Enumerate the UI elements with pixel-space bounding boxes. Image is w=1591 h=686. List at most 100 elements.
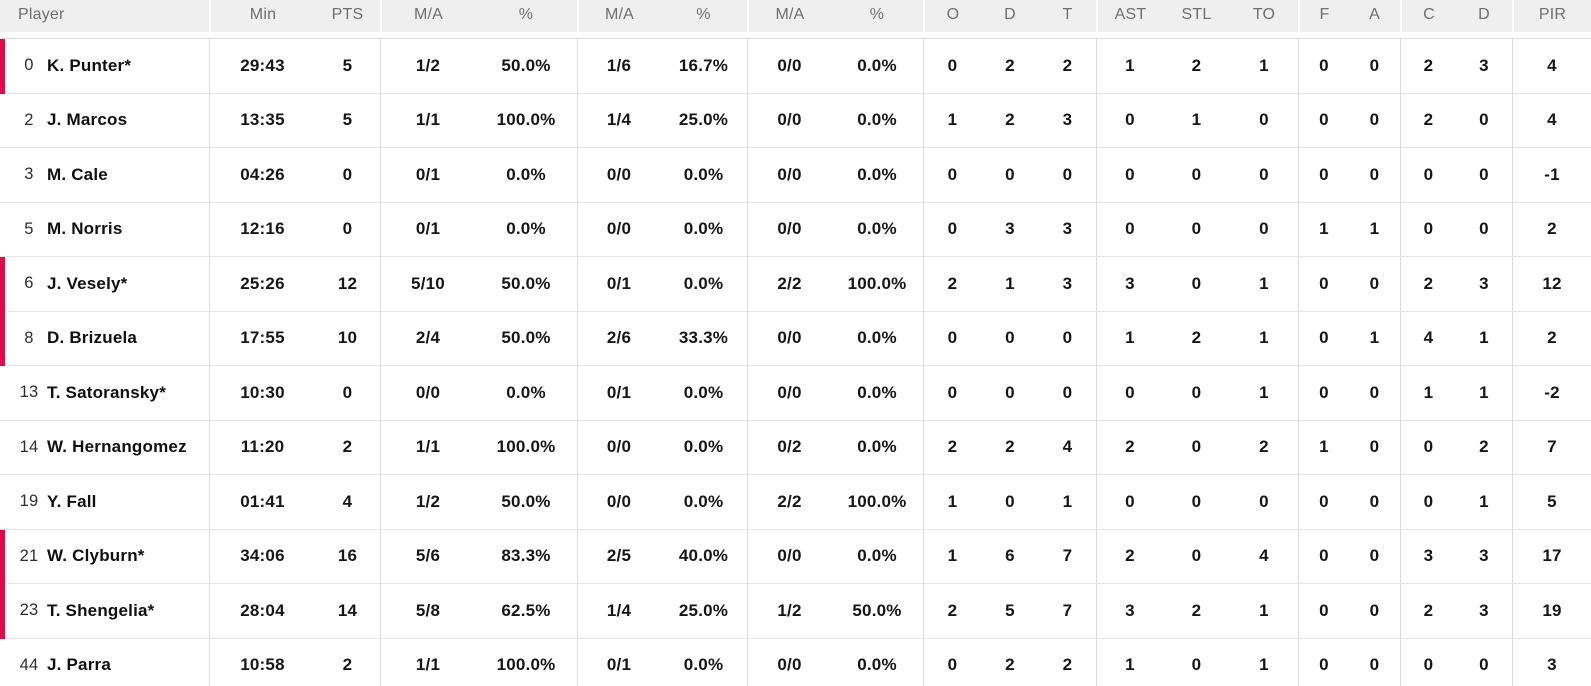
stat-2pt-pct: 100.0% xyxy=(496,655,556,675)
stat-pir: 17 xyxy=(1512,529,1591,583)
player-name[interactable]: D. Brizuela xyxy=(47,328,138,348)
stat-ast: 2 xyxy=(1096,420,1163,474)
stat-min: 25:26 xyxy=(209,257,315,311)
player-name[interactable]: M. Cale xyxy=(47,164,108,184)
header-2pt-pct: % xyxy=(475,0,577,38)
stat-blk-favor: 0 xyxy=(1298,39,1349,93)
stat-reb-d: 0 xyxy=(1005,328,1015,348)
jersey-number: 44 xyxy=(19,655,39,674)
stat-blk-against: 0 xyxy=(1369,655,1380,675)
player-name[interactable]: M. Norris xyxy=(47,219,123,239)
stat-ft-pct: 0.0% xyxy=(857,437,897,457)
player-cell[interactable]: 2 J. Marcos xyxy=(0,94,209,148)
header-reb-t: T xyxy=(1039,0,1096,38)
stat-2pt-pct: 50.0% xyxy=(501,55,551,75)
stat-stl: 2 xyxy=(1191,55,1202,75)
stat-reb-t: 2 xyxy=(1062,55,1073,75)
player-name[interactable]: J. Vesely* xyxy=(47,273,128,293)
player-name[interactable]: T. Satoransky* xyxy=(47,382,167,402)
stat-pir: 5 xyxy=(1512,475,1591,529)
player-name[interactable]: J. Parra xyxy=(47,655,111,675)
jersey-number: 23 xyxy=(19,601,39,620)
stat-ft-ma: 0/0 xyxy=(747,202,831,256)
stat-3pt-ma: 0/0 xyxy=(577,420,660,474)
stat-2pt-ma: 0/1 xyxy=(380,148,475,202)
player-cell[interactable]: 14 W. Hernangomez xyxy=(0,421,209,475)
player-name[interactable]: J. Marcos xyxy=(47,110,128,130)
table-row[interactable]: 44 J. Parra 10:58 2 1/1 100.0% 0/1 0.0% … xyxy=(0,638,1591,686)
stat-min: 10:58 xyxy=(209,638,315,686)
stat-to: 0 xyxy=(1259,219,1269,239)
table-row[interactable]: 13 T. Satoransky* 10:30 0 0/0 0.0% 0/1 0… xyxy=(0,366,1591,421)
player-cell[interactable]: 6 J. Vesely* xyxy=(0,257,209,312)
stat-blk-against: 0 xyxy=(1369,55,1380,75)
player-cell[interactable]: 23 T. Shengelia* xyxy=(0,584,209,639)
stat-3pt-pct: 0.0% xyxy=(683,219,724,239)
stat-3pt-ma: 1/4 xyxy=(577,93,660,147)
table-row[interactable]: 21 W. Clyburn* 34:06 16 5/6 83.3% 2/5 40… xyxy=(0,529,1591,584)
stat-reb-d: 2 xyxy=(1005,55,1015,75)
stat-ast: 1 xyxy=(1096,638,1163,686)
stat-to: 1 xyxy=(1259,328,1269,348)
stat-foul-drawn: 0 xyxy=(1479,164,1489,184)
stat-ft-ma: 1/2 xyxy=(747,584,831,638)
player-name[interactable]: W. Hernangomez xyxy=(47,437,187,457)
player-cell[interactable]: 5 M. Norris xyxy=(0,203,209,257)
stat-foul-drawn: 0 xyxy=(1479,219,1489,239)
player-name[interactable]: W. Clyburn* xyxy=(47,546,145,566)
stat-foul-drawn: 3 xyxy=(1479,273,1489,293)
table-row[interactable]: 5 M. Norris 12:16 0 0/1 0.0% 0/0 0.0% 0/… xyxy=(0,202,1591,257)
stat-reb-t: 4 xyxy=(1062,437,1073,457)
header-pts: PTS xyxy=(315,0,380,38)
table-row[interactable]: 23 T. Shengelia* 28:04 14 5/8 62.5% 1/4 … xyxy=(0,584,1591,639)
jersey-number: 13 xyxy=(19,383,39,402)
stat-reb-d: 0 xyxy=(1005,164,1015,184)
player-cell[interactable]: 13 T. Satoransky* xyxy=(0,366,209,420)
stat-blk-against: 0 xyxy=(1369,437,1380,457)
stat-blk-favor: 1 xyxy=(1298,420,1349,474)
stat-3pt-ma: 0/0 xyxy=(577,202,660,256)
stat-3pt-ma: 0/1 xyxy=(577,257,660,311)
player-cell[interactable]: 0 K. Punter* xyxy=(0,39,209,94)
stat-foul-committed: 0 xyxy=(1400,475,1456,529)
stat-2pt-pct: 50.0% xyxy=(501,273,551,293)
stat-min: 12:16 xyxy=(209,202,315,256)
table-row[interactable]: 3 M. Cale 04:26 0 0/1 0.0% 0/0 0.0% 0/0 … xyxy=(0,148,1591,203)
stat-reb-d: 0 xyxy=(1005,491,1015,511)
table-row[interactable]: 19 Y. Fall 01:41 4 1/2 50.0% 0/0 0.0% 2/… xyxy=(0,475,1591,530)
stat-reb-o: 0 xyxy=(923,311,981,365)
player-cell[interactable]: 3 M. Cale xyxy=(0,148,209,202)
table-row[interactable]: 8 D. Brizuela 17:55 10 2/4 50.0% 2/6 33.… xyxy=(0,311,1591,366)
player-name[interactable]: K. Punter* xyxy=(47,55,132,75)
stat-reb-o: 0 xyxy=(923,148,981,202)
stat-ft-pct: 100.0% xyxy=(847,273,907,293)
player-cell[interactable]: 8 D. Brizuela xyxy=(0,311,209,366)
stat-ast: 0 xyxy=(1096,93,1163,147)
stat-min: 13:35 xyxy=(209,93,315,147)
stat-2pt-pct: 100.0% xyxy=(496,437,556,457)
stat-3pt-pct: 0.0% xyxy=(683,437,724,457)
table-row[interactable]: 6 J. Vesely* 25:26 12 5/10 50.0% 0/1 0.0… xyxy=(0,257,1591,312)
stat-min: 11:20 xyxy=(209,420,315,474)
stat-pts: 2 xyxy=(342,655,353,675)
player-cell[interactable]: 21 W. Clyburn* xyxy=(0,529,209,584)
table-row[interactable]: 2 J. Marcos 13:35 5 1/1 100.0% 1/4 25.0%… xyxy=(0,93,1591,148)
player-name[interactable]: Y. Fall xyxy=(47,491,97,511)
stat-stl: 1 xyxy=(1191,110,1202,130)
stat-pts: 10 xyxy=(337,328,358,348)
player-name[interactable]: T. Shengelia* xyxy=(47,600,155,620)
stat-2pt-pct: 0.0% xyxy=(506,382,546,402)
stat-blk-against: 0 xyxy=(1369,164,1380,184)
stat-reb-o: 0 xyxy=(923,366,981,420)
table-row[interactable]: 0 K. Punter* 29:43 5 1/2 50.0% 1/6 16.7%… xyxy=(0,39,1591,94)
player-cell[interactable]: 19 Y. Fall xyxy=(0,475,209,529)
stat-stl: 0 xyxy=(1191,491,1202,511)
player-cell[interactable]: 44 J. Parra xyxy=(0,639,209,686)
header-stl: STL xyxy=(1163,0,1230,38)
table-row[interactable]: 14 W. Hernangomez 11:20 2 1/1 100.0% 0/0… xyxy=(0,420,1591,475)
stat-ft-ma: 0/0 xyxy=(747,638,831,686)
stat-to: 1 xyxy=(1259,382,1269,402)
header-ft-ma: M/A xyxy=(747,0,831,38)
stat-3pt-ma: 0/0 xyxy=(577,148,660,202)
